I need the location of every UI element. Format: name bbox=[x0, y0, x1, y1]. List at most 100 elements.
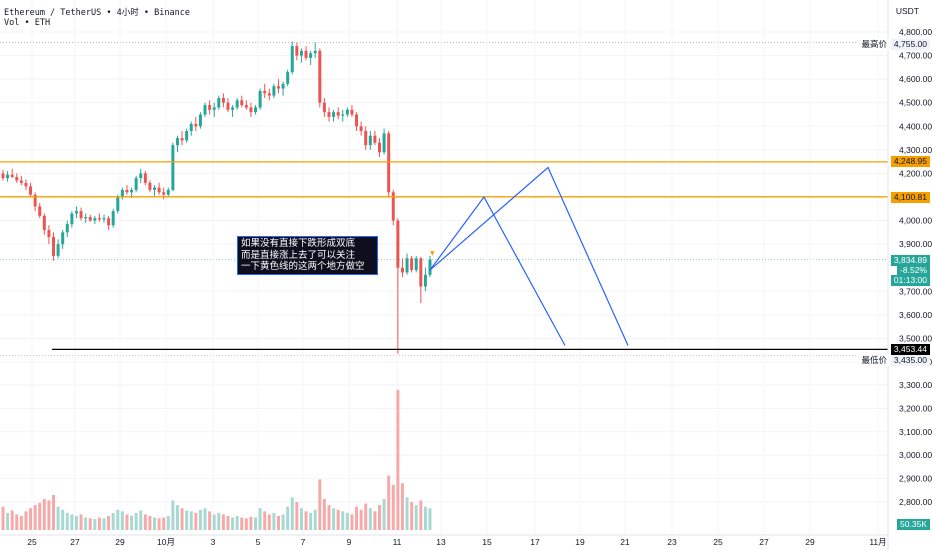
candle-body bbox=[235, 100, 239, 108]
volume-legend[interactable]: Vol • ETH bbox=[4, 18, 50, 28]
volume-bar bbox=[180, 508, 184, 530]
candle-body bbox=[15, 176, 19, 181]
volume-bar bbox=[10, 510, 14, 530]
candle-body bbox=[208, 105, 212, 110]
volume-bar bbox=[396, 390, 400, 530]
interval-label[interactable]: 4小时 bbox=[116, 8, 139, 18]
candle-body bbox=[74, 211, 78, 214]
candle-body bbox=[359, 126, 363, 131]
volume-bar bbox=[157, 518, 161, 530]
volume-bar bbox=[93, 519, 97, 530]
time-axis[interactable]: 25 27 29 10月 3 5 7 9 11 13 15 17 19 21 23 25 27 29 11月 bbox=[0, 534, 888, 547]
volume-bar bbox=[185, 510, 189, 530]
candle-body bbox=[171, 145, 175, 190]
volume-bar bbox=[162, 517, 166, 530]
candle-body bbox=[336, 112, 340, 116]
volume-bar bbox=[33, 505, 37, 530]
symbol-name[interactable]: Ethereum / TetherUS bbox=[4, 8, 102, 18]
price-marker-icon: ▼ bbox=[430, 250, 435, 257]
candle-body bbox=[24, 182, 28, 187]
candle-body bbox=[97, 218, 101, 220]
volume-indicator-label[interactable]: Vol bbox=[4, 18, 20, 28]
candle-body bbox=[405, 258, 409, 273]
volume-bar bbox=[428, 508, 432, 530]
candle-body bbox=[368, 135, 372, 146]
candle-body bbox=[414, 258, 418, 271]
last-price-tag: 3,834.89 bbox=[890, 255, 930, 266]
volume-bar bbox=[290, 497, 294, 530]
volume-bar bbox=[52, 495, 55, 530]
candle-body bbox=[116, 197, 120, 212]
candle-body bbox=[249, 107, 253, 113]
candle-body bbox=[373, 135, 377, 143]
header-separator: • bbox=[106, 8, 112, 18]
candle-body bbox=[396, 220, 400, 268]
volume-bar bbox=[322, 498, 326, 530]
candle-body bbox=[88, 217, 92, 221]
time-tick-label: 29 bbox=[805, 537, 815, 547]
volume-bar bbox=[254, 517, 258, 530]
volume-bar bbox=[143, 514, 147, 530]
volume-bar bbox=[373, 511, 377, 530]
volume-bar bbox=[65, 512, 69, 530]
candle-body bbox=[304, 50, 308, 58]
time-tick-label: 15 bbox=[482, 537, 492, 547]
resistance-level-tag-upper[interactable]: 4,248.95 bbox=[890, 156, 930, 167]
price-tick-label: 3,700.00 bbox=[899, 286, 932, 296]
price-tick-label: 4,600.00 bbox=[899, 74, 932, 84]
candle-body bbox=[198, 114, 202, 127]
price-tick-label: 4,300.00 bbox=[899, 145, 932, 155]
candle-body bbox=[267, 93, 271, 96]
volume-bar bbox=[42, 498, 46, 530]
volume-bar bbox=[378, 505, 381, 530]
candle-body bbox=[240, 100, 244, 106]
volume-bar bbox=[304, 511, 308, 530]
high-price-tag: 4,755.00 bbox=[890, 39, 930, 50]
volume-bar bbox=[70, 514, 74, 530]
volume-bar bbox=[391, 484, 395, 530]
candle-body bbox=[295, 46, 299, 56]
projection-path bbox=[429, 166, 629, 346]
volume-bar bbox=[350, 514, 354, 530]
candle-body bbox=[65, 224, 69, 233]
volume-bar bbox=[332, 508, 336, 530]
time-tick-label: 5 bbox=[256, 537, 261, 547]
time-tick-label: 3 bbox=[211, 537, 216, 547]
candle-body bbox=[166, 189, 170, 195]
volume-bar bbox=[175, 505, 179, 530]
volume-bar bbox=[120, 511, 124, 530]
volume-bar bbox=[423, 506, 427, 530]
candle-body bbox=[226, 102, 230, 110]
volume-bar bbox=[244, 518, 248, 530]
volume-bar bbox=[134, 512, 138, 530]
projection-lines bbox=[429, 166, 629, 346]
time-tick-label: 19 bbox=[575, 537, 585, 547]
candle-body bbox=[61, 232, 65, 245]
volume-bar bbox=[414, 505, 418, 530]
exchange-label[interactable]: Binance bbox=[154, 8, 190, 18]
support-level-tag[interactable]: 3,453.44 bbox=[890, 344, 930, 355]
time-tick-label: 11 bbox=[393, 537, 402, 547]
volume-bar bbox=[1, 506, 5, 530]
price-tick-label: 4,200.00 bbox=[899, 168, 932, 178]
candle-body bbox=[148, 182, 152, 190]
symbol-header[interactable]: Ethereum / TetherUS • 4小时 • Binance bbox=[4, 6, 190, 18]
candle-body bbox=[350, 109, 354, 115]
candle-body bbox=[93, 218, 97, 221]
candle-body bbox=[221, 98, 225, 103]
resistance-level-tag-lower[interactable]: 4,100.81 bbox=[890, 192, 930, 203]
candle-body bbox=[180, 138, 184, 141]
time-tick-label: 27 bbox=[70, 537, 80, 547]
currency-label[interactable]: USDT bbox=[892, 6, 922, 17]
volume-bar bbox=[97, 517, 101, 530]
candle-body bbox=[139, 173, 143, 179]
text-annotation[interactable]: 如果没有直接下跌形成双底 而是直接涨上去了可以关注 一下黄色线的这两个地方做空 bbox=[237, 236, 378, 275]
volume-bar bbox=[217, 512, 221, 530]
candle-body bbox=[341, 114, 345, 116]
low-price-tag: 3,435.00 bbox=[890, 355, 930, 366]
candle-body bbox=[313, 50, 317, 54]
volume-bar bbox=[276, 516, 280, 530]
volume-bar bbox=[272, 512, 276, 530]
time-tick-label: 17 bbox=[530, 537, 540, 547]
